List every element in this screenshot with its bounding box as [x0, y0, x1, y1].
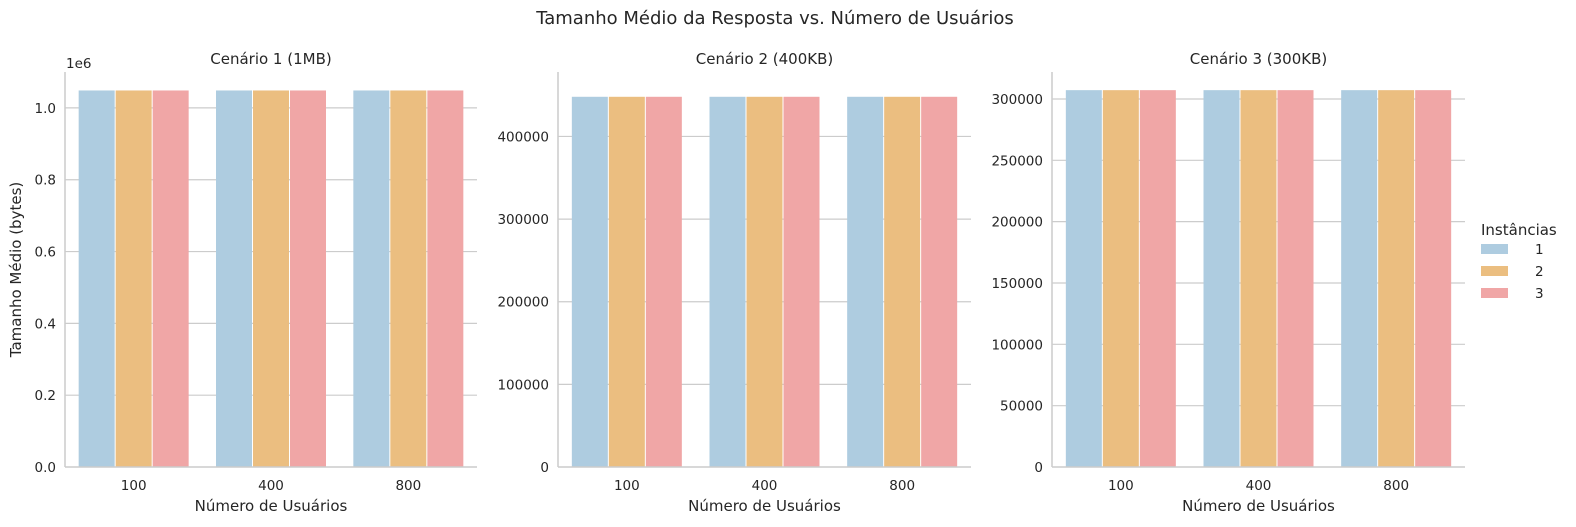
subplot-title: Cenário 1 (1MB)	[210, 50, 331, 68]
y-tick-label: 0	[540, 460, 549, 476]
subplot-title: Cenário 3 (300KB)	[1190, 50, 1327, 68]
panels: 0.0 0.2 0.4 0.6 0.8 1.0 100 400 800 Cenário 1 (1M…	[7, 50, 1465, 515]
bar-series-3-400	[1277, 90, 1314, 468]
bar-series-3-400	[783, 96, 820, 467]
x-tick-label: 100	[1108, 478, 1134, 494]
x-tick-label: 400	[1246, 478, 1272, 494]
figure-title: Tamanho Médio da Resposta vs. Número de …	[535, 8, 1014, 29]
bar-series-3-100	[645, 96, 682, 467]
x-axis-label: Número de Usuários	[1182, 497, 1335, 515]
y-tick-label: 0	[1034, 460, 1043, 476]
panel-3: 0 50000 100000 150000 200000 250000 300000 100 4…	[991, 50, 1465, 515]
y-tick-label: 0.4	[35, 316, 56, 332]
y-tick-label: 0.6	[35, 245, 56, 261]
y-tick-label: 50000	[1000, 399, 1043, 415]
bar-series-2-400	[746, 96, 783, 467]
y-tick-label: 300000	[497, 212, 549, 228]
y-tick-label: 200000	[991, 215, 1043, 231]
y-axis-label: Tamanho Médio (bytes)	[7, 182, 25, 358]
panel-2: 0 100000 200000 300000 400000 100 400 800 Cenári…	[497, 50, 971, 515]
x-tick-label: 800	[889, 478, 915, 494]
x-tick-label: 400	[752, 478, 778, 494]
bar-series-1-400	[216, 90, 252, 468]
bar-series-3-800	[1415, 90, 1452, 468]
bar-series-2-100	[608, 96, 645, 467]
bar-series-1-800	[353, 90, 390, 468]
y-tick-label: 0.8	[35, 173, 56, 189]
x-tick-label: 100	[614, 478, 640, 494]
legend-swatch-3	[1481, 288, 1508, 298]
panel-1: 0.0 0.2 0.4 0.6 0.8 1.0 100 400 800 Cenário 1 (1M…	[7, 50, 477, 515]
bar-series-3-100	[152, 90, 189, 468]
bar-series-2-400	[1240, 90, 1277, 468]
bar-series-2-800	[1378, 90, 1415, 468]
bar-series-1-100	[571, 96, 608, 467]
x-tick-label: 400	[258, 478, 284, 494]
bar-series-1-400	[1203, 90, 1240, 468]
bar-series-1-800	[1341, 90, 1378, 468]
legend-label-3: 3	[1535, 286, 1544, 302]
legend: Instâncias 1 2 3	[1481, 221, 1557, 302]
bar-series-1-100	[78, 90, 115, 468]
y-tick-label: 100000	[497, 377, 549, 393]
y-tick-label: 0.0	[35, 460, 56, 476]
y-tick-label: 300000	[991, 92, 1043, 108]
legend-label-1: 1	[1535, 242, 1544, 258]
bar-series-3-800	[921, 96, 958, 467]
bar-series-2-100	[115, 90, 152, 468]
x-tick-label: 100	[121, 478, 147, 494]
y-tick-label: 250000	[991, 153, 1043, 169]
legend-title: Instâncias	[1481, 221, 1557, 239]
x-axis-label: Número de Usuários	[688, 497, 841, 515]
x-tick-label: 800	[395, 478, 421, 494]
legend-swatch-2	[1481, 266, 1508, 276]
bar-series-2-100	[1102, 90, 1139, 468]
bar-series-1-100	[1065, 90, 1102, 468]
y-tick-label: 0.2	[35, 388, 56, 404]
y-offset-label: 1e6	[66, 56, 91, 72]
bar-series-2-800	[390, 90, 427, 468]
bar-series-1-800	[847, 96, 884, 467]
bar-series-3-800	[427, 90, 464, 468]
bar-series-3-100	[1139, 90, 1176, 468]
legend-label-2: 2	[1535, 264, 1544, 280]
y-tick-label: 150000	[991, 276, 1043, 292]
legend-swatch-1	[1481, 244, 1508, 254]
y-tick-label: 400000	[497, 129, 549, 145]
subplot-title: Cenário 2 (400KB)	[696, 50, 833, 68]
y-tick-label: 200000	[497, 295, 549, 311]
y-tick-label: 100000	[991, 337, 1043, 353]
y-tick-label: 1.0	[35, 101, 56, 117]
x-tick-label: 800	[1383, 478, 1409, 494]
bar-series-3-400	[290, 90, 326, 468]
x-axis-label: Número de Usuários	[195, 497, 348, 515]
bar-series-1-400	[709, 96, 746, 467]
bar-series-2-800	[884, 96, 921, 467]
bar-series-2-400	[253, 90, 289, 468]
